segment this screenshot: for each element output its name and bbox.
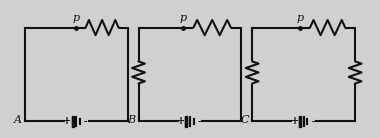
Text: -: - <box>311 116 315 126</box>
Text: A: A <box>14 115 22 125</box>
Text: -: - <box>84 116 87 126</box>
Text: -: - <box>198 116 201 126</box>
Text: -: - <box>311 116 315 126</box>
Text: p: p <box>73 13 80 23</box>
Text: +: + <box>290 116 298 126</box>
Text: B: B <box>127 115 135 125</box>
Text: +: + <box>62 116 70 126</box>
Text: p: p <box>179 13 187 23</box>
Text: +: + <box>62 116 70 126</box>
Text: -: - <box>84 116 87 126</box>
Text: +: + <box>176 116 184 126</box>
Text: -: - <box>198 116 201 126</box>
Text: +: + <box>176 116 184 126</box>
Text: p: p <box>296 13 304 23</box>
Text: C: C <box>241 115 249 125</box>
Text: +: + <box>290 116 298 126</box>
